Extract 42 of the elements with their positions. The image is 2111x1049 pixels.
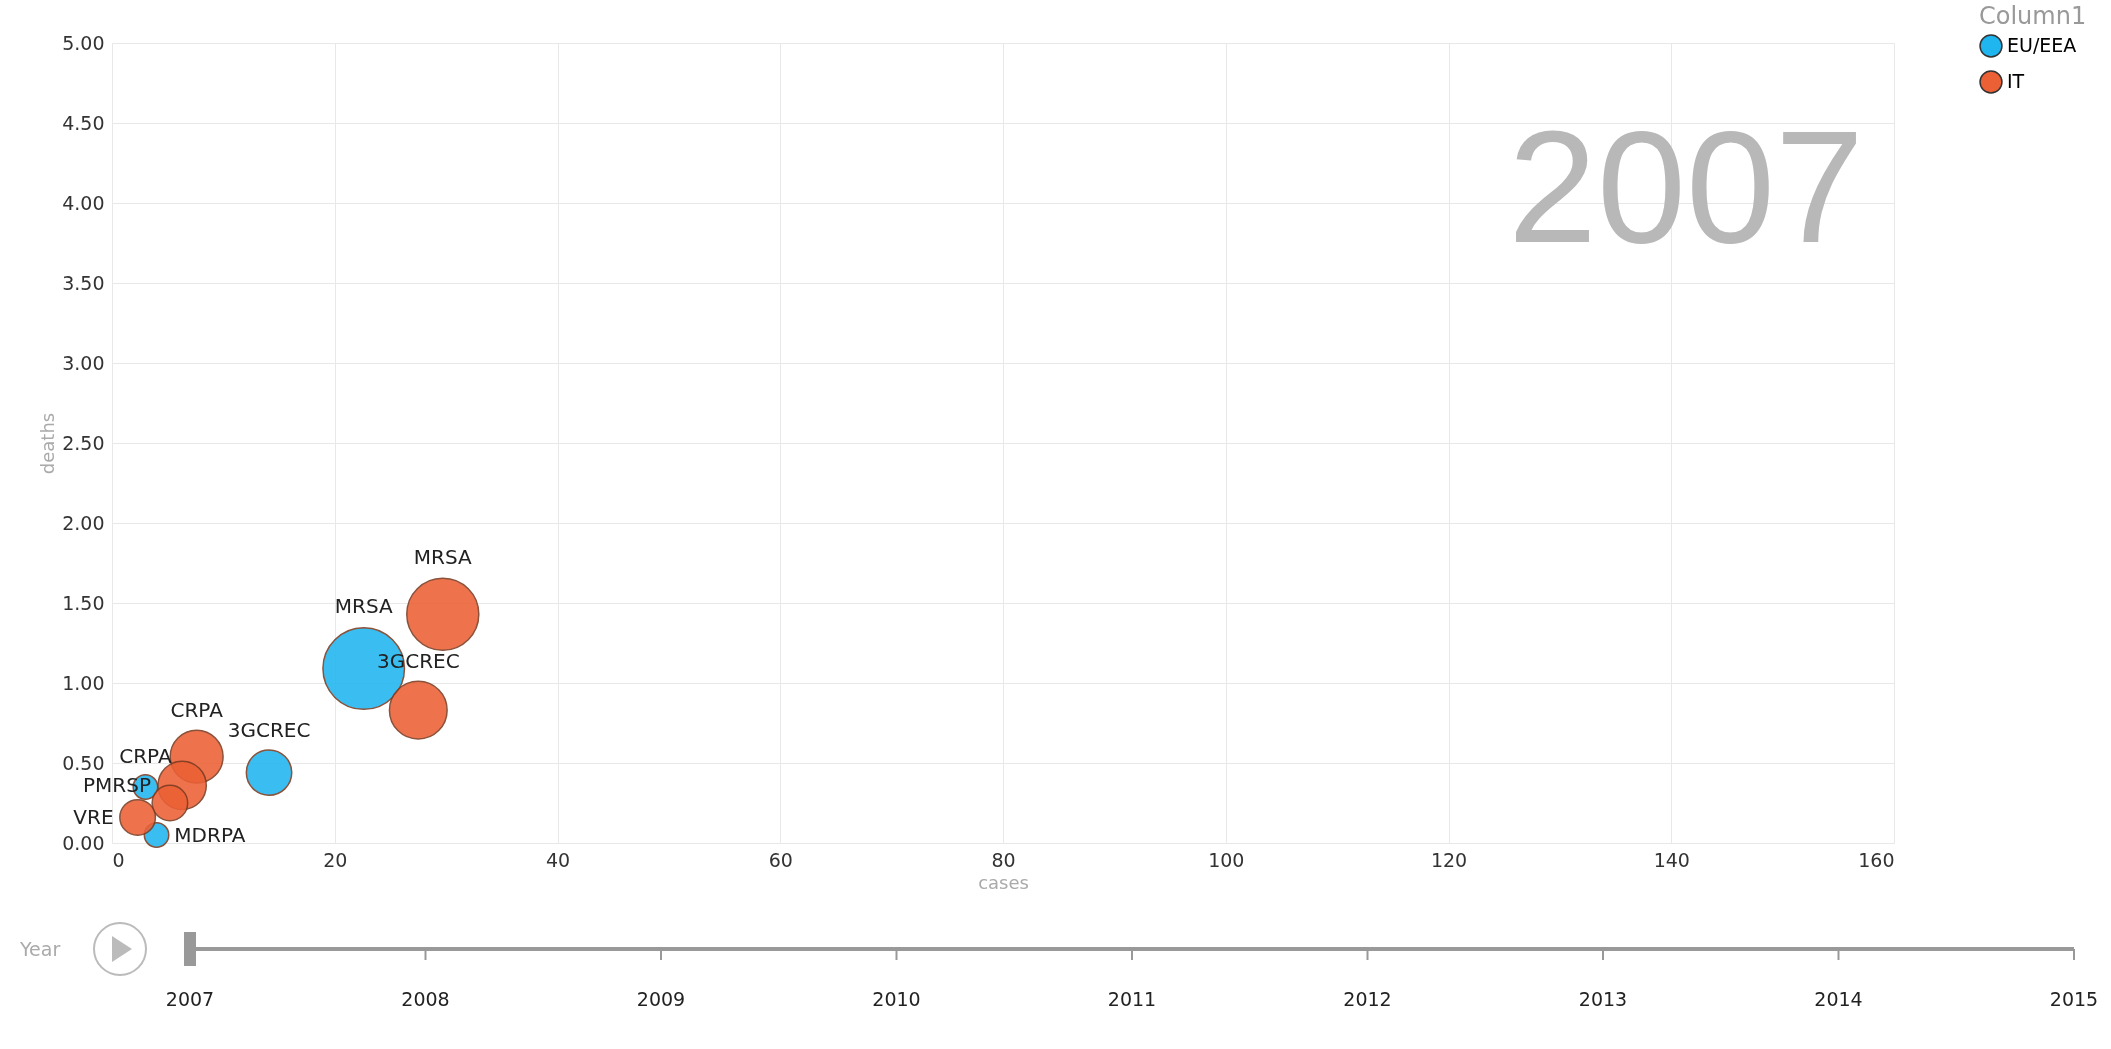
y-tick-label: 5.00 <box>62 31 105 54</box>
x-tick-label: 160 <box>1858 848 1895 871</box>
text: 2012 <box>1343 988 1392 1010</box>
x-tick-label: 60 <box>768 848 793 871</box>
text: 2007 <box>165 988 215 1010</box>
text: 2015 <box>2049 988 2099 1010</box>
legend-title: Column1 <box>1979 2 2087 30</box>
text: 2014 <box>1814 988 1863 1010</box>
y-axis-title: deaths <box>37 412 59 475</box>
legend-label: EU/EEA <box>2007 34 2077 56</box>
x-tick-label: 80 <box>991 848 1016 871</box>
y-tick-label: 2.50 <box>62 431 105 454</box>
y-tick-label: 0.50 <box>62 751 105 774</box>
x-tick-label: 100 <box>1208 848 1245 871</box>
y-tick-label: 1.50 <box>62 591 105 614</box>
annotation: MDRPA <box>174 823 246 847</box>
x-tick-label: 20 <box>323 848 348 871</box>
x-tick-label: 0 <box>112 848 125 871</box>
y-tick-label: 3.00 <box>62 351 105 374</box>
text: Year <box>19 938 61 960</box>
annotation: 2007 <box>1508 96 1864 278</box>
text: 2009 <box>636 988 686 1010</box>
y-tick-label: 4.00 <box>62 191 105 214</box>
text: 2008 <box>401 988 450 1010</box>
y-tick-label: 3.50 <box>62 271 105 294</box>
annotation: MRSA <box>413 544 473 569</box>
x-tick-label: 40 <box>545 848 571 871</box>
text: 2011 <box>1107 988 1157 1010</box>
y-tick-label: 0.00 <box>62 831 105 854</box>
annotation: VRE <box>73 805 114 830</box>
y-tick-label: 4.50 <box>62 111 105 134</box>
x-tick-label: 140 <box>1653 848 1690 871</box>
annotation: MRSA <box>334 593 393 618</box>
legend-label: IT <box>2007 70 2025 92</box>
x-axis-title: cases <box>978 871 1029 893</box>
y-tick-label: 2.00 <box>62 511 105 534</box>
y-tick-label: 1.00 <box>62 671 105 694</box>
annotation: CRPA <box>170 697 224 722</box>
text: 2010 <box>872 988 921 1010</box>
text: 2013 <box>1578 988 1628 1010</box>
x-tick-label: 120 <box>1430 848 1468 871</box>
annotation: 3GCREC <box>227 717 311 742</box>
